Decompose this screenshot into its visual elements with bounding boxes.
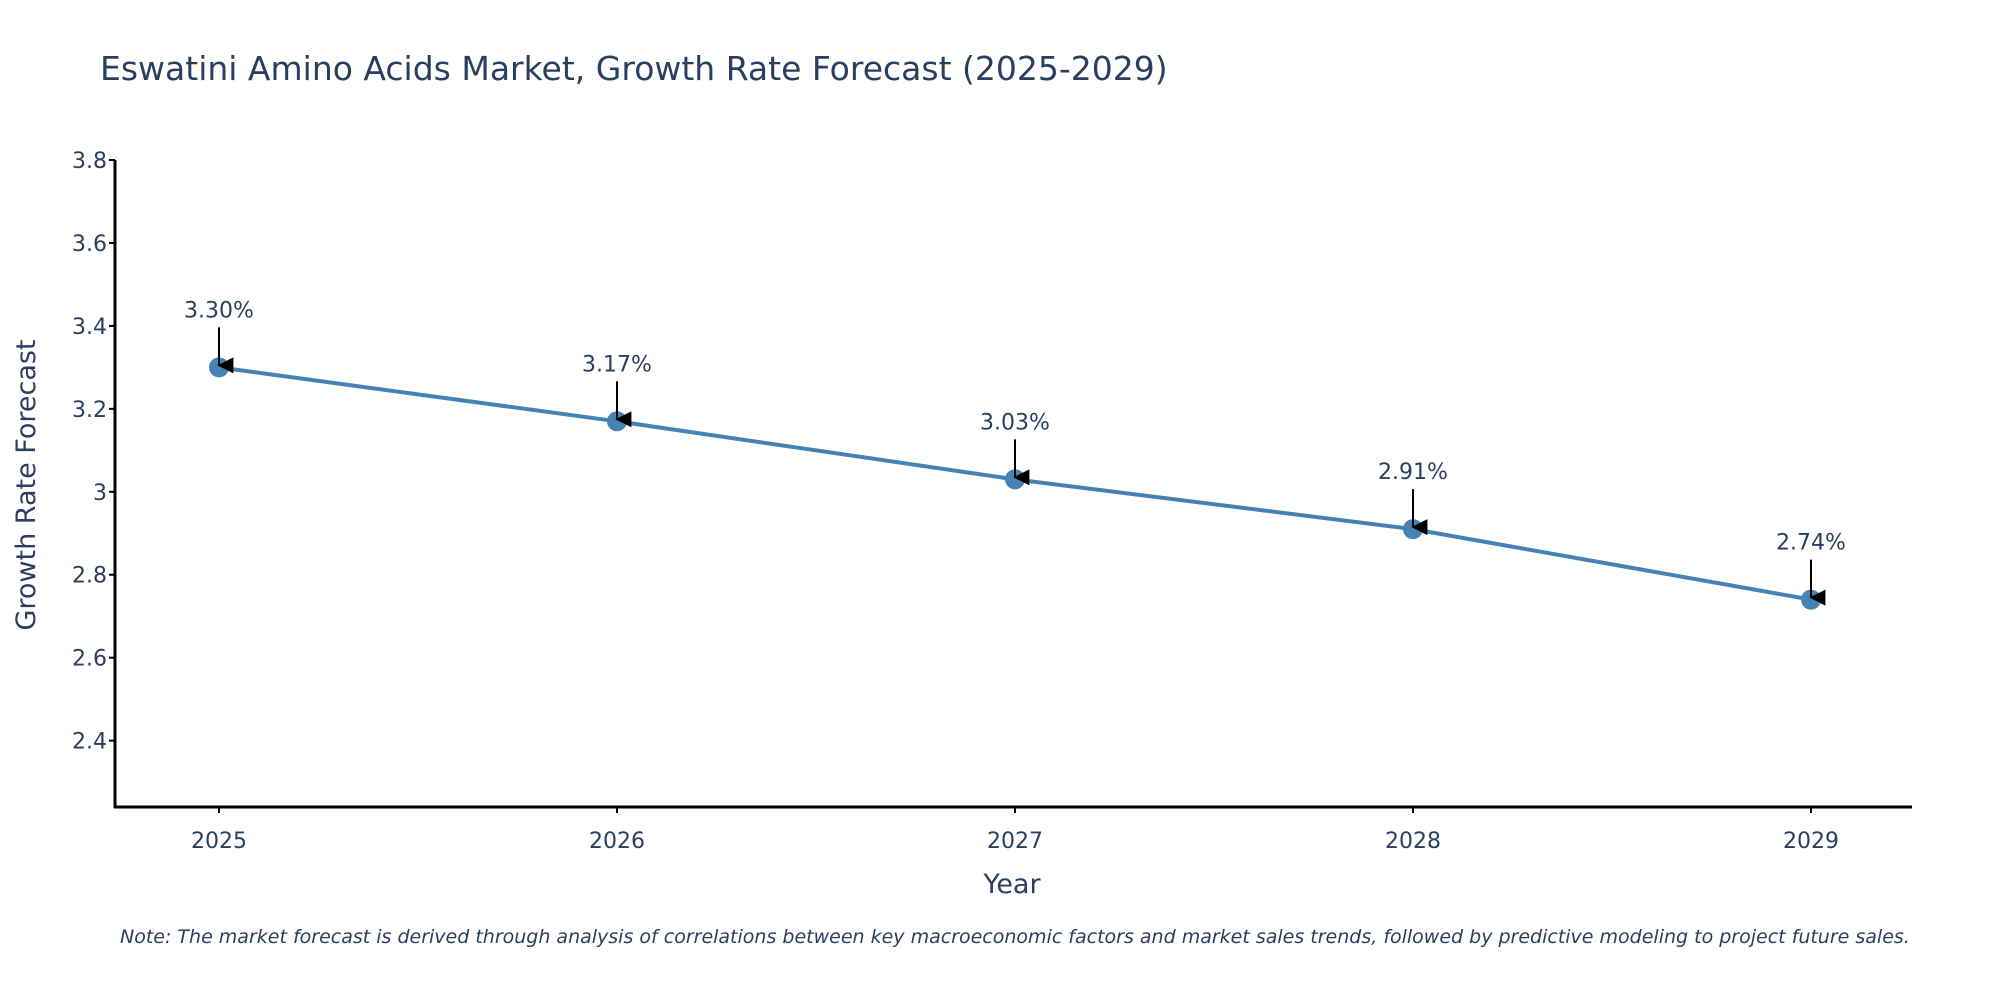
y-tick-label: 3.8 [72, 149, 107, 174]
x-tick-label: 2026 [589, 829, 645, 854]
y-tick-label: 3 [93, 481, 107, 506]
data-points [209, 357, 1821, 610]
data-label: 3.30% [184, 298, 254, 323]
data-label: 3.03% [980, 410, 1050, 435]
y-tick-label: 3.2 [72, 398, 107, 423]
x-tick-label: 2028 [1385, 829, 1441, 854]
x-axis-title: Year [982, 869, 1041, 900]
x-tick-label: 2025 [191, 829, 247, 854]
y-axis-title: Growth Rate Forecast [11, 339, 42, 630]
chart-title: Eswatini Amino Acids Market, Growth Rate… [100, 49, 1168, 88]
y-tick-label: 3.4 [72, 315, 107, 340]
footnote: Note: The market forecast is derived thr… [120, 926, 1910, 948]
y-tick-label: 2.4 [72, 730, 107, 755]
y-tick-label: 2.8 [72, 564, 107, 589]
x-axis-ticks: 2025 2026 2027 2028 2029 [191, 807, 1839, 854]
y-tick-label: 2.6 [72, 647, 107, 672]
data-label: 2.74% [1776, 531, 1846, 556]
data-annotations: 3.30% 3.17% 3.03% 2.91% 2.74% [184, 298, 1846, 606]
data-label: 3.17% [582, 352, 652, 377]
y-axis-ticks: 2.4 2.6 2.8 3 3.2 3.4 3.6 3.8 [72, 149, 115, 755]
data-label: 2.91% [1378, 460, 1448, 485]
y-tick-label: 3.6 [72, 232, 107, 257]
x-tick-label: 2027 [987, 829, 1043, 854]
x-tick-label: 2029 [1783, 829, 1839, 854]
